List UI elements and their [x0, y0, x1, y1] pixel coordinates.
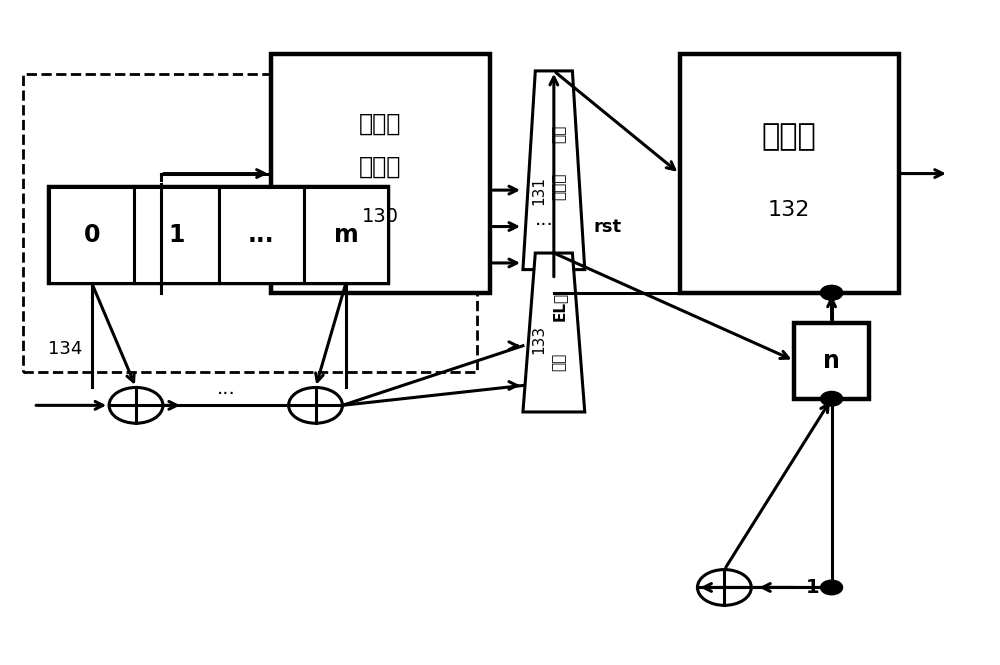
FancyBboxPatch shape	[49, 187, 134, 283]
FancyBboxPatch shape	[304, 187, 388, 283]
Text: 独热码: 独热码	[359, 112, 402, 136]
Text: 1: 1	[806, 578, 820, 597]
Circle shape	[821, 285, 843, 300]
Circle shape	[821, 285, 843, 300]
Text: 134: 134	[48, 340, 83, 358]
Text: 查找表: 查找表	[762, 122, 817, 152]
FancyBboxPatch shape	[49, 187, 388, 283]
Text: 0: 0	[83, 223, 100, 247]
FancyBboxPatch shape	[134, 187, 219, 283]
Text: 优先: 优先	[551, 125, 566, 143]
Circle shape	[821, 580, 843, 595]
Text: ...: ...	[248, 223, 274, 247]
Text: 133: 133	[531, 325, 546, 354]
FancyBboxPatch shape	[680, 55, 899, 293]
Text: 131: 131	[531, 176, 546, 205]
Text: 产生器: 产生器	[359, 155, 402, 179]
Text: m: m	[334, 223, 358, 247]
FancyBboxPatch shape	[794, 323, 869, 399]
Text: rst: rst	[594, 219, 622, 237]
Circle shape	[821, 392, 843, 406]
Text: 编码器: 编码器	[551, 173, 566, 201]
Text: 码器: 码器	[551, 353, 566, 372]
Text: n: n	[823, 348, 840, 372]
Text: ...: ...	[535, 210, 553, 229]
Polygon shape	[523, 253, 585, 412]
Text: EL编: EL编	[551, 291, 566, 321]
FancyBboxPatch shape	[219, 187, 304, 283]
FancyBboxPatch shape	[271, 55, 490, 293]
Polygon shape	[523, 71, 585, 269]
Text: 132: 132	[768, 200, 810, 220]
Text: 1: 1	[168, 223, 185, 247]
Text: ...: ...	[216, 379, 235, 398]
Text: 130: 130	[362, 207, 399, 226]
